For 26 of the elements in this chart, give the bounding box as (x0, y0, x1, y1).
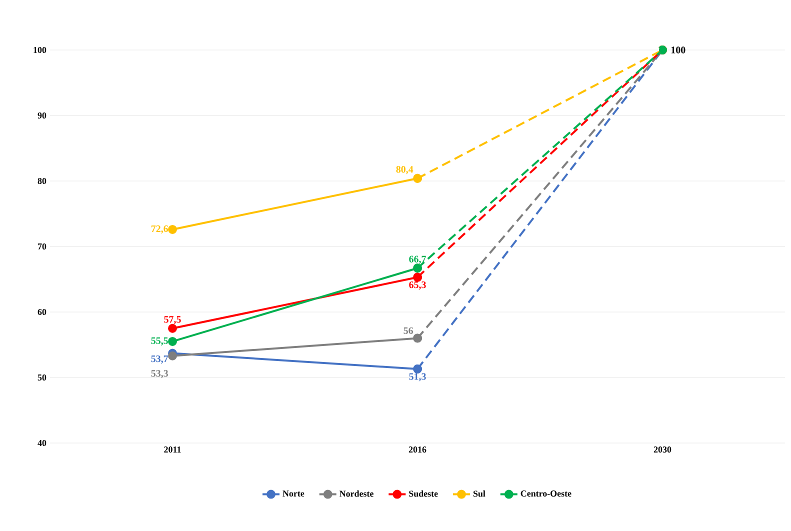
data-label: 80,4 (396, 166, 414, 174)
data-label: 55,5 (151, 337, 168, 346)
annotation: 100 (671, 46, 686, 54)
data-label: 53,3 (151, 370, 168, 378)
data-label: 65,3 (409, 281, 426, 290)
data-label: 56 (404, 327, 414, 334)
y-tick-label: 90 (38, 112, 46, 119)
y-tick-label: 60 (38, 308, 46, 316)
y-tick-label: 70 (38, 243, 46, 250)
y-tick-label: 50 (38, 374, 46, 381)
data-label: 51,3 (409, 373, 426, 382)
y-tick-label: 100 (34, 46, 46, 54)
legend-label: Centro-Oeste (520, 490, 572, 497)
data-label: 53,7 (151, 355, 168, 364)
data-label: 57,5 (164, 316, 181, 324)
y-tick-label: 40 (38, 440, 46, 446)
x-tick-label: 2016 (408, 446, 426, 453)
x-tick-label: 2011 (164, 446, 181, 453)
data-label: 66,7 (409, 256, 426, 264)
legend-label: Norte (282, 490, 304, 497)
legend-label: Sul (473, 490, 486, 497)
y-tick-label: 80 (38, 178, 46, 184)
data-label: 72,6 (151, 225, 168, 234)
legend-label: Nordeste (340, 490, 374, 497)
legend-label: Sudeste (409, 490, 438, 497)
x-tick-label: 2030 (654, 446, 672, 453)
